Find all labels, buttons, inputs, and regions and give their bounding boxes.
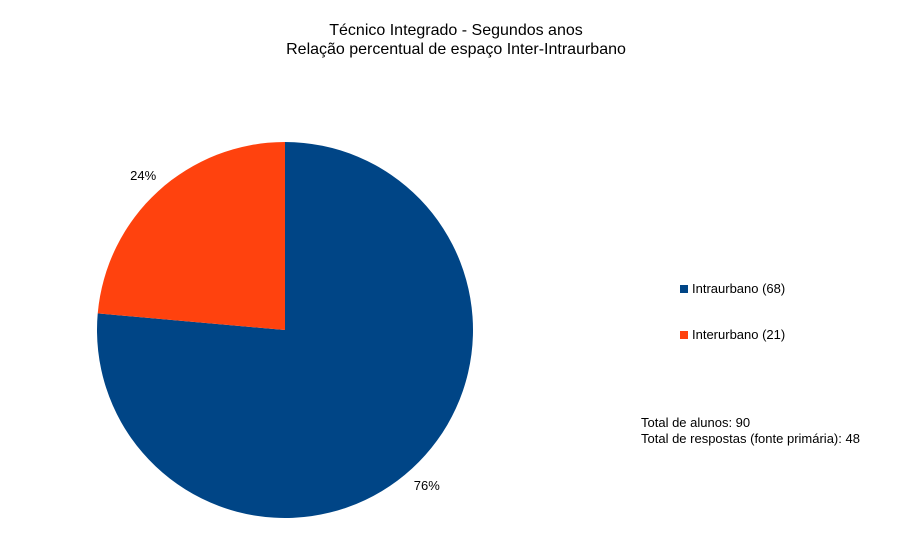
chart-subtitle: Relação percentual de espaço Inter-Intra…	[286, 41, 626, 58]
pie-data-label-0: 76%	[414, 478, 440, 493]
legend-swatch-intraurbano	[680, 284, 688, 293]
pie-data-label-1: 24%	[130, 168, 156, 183]
note-total-respostas: Total de respostas (fonte primária): 48	[641, 431, 860, 446]
note-total-alunos: Total de alunos: 90	[641, 415, 751, 430]
legend-item-interurbano: Interurbano (21)	[680, 327, 785, 342]
legend-swatch-interurbano	[680, 330, 688, 339]
pie-slice-1	[97, 142, 285, 330]
legend-label-intraurbano: Intraurbano (68)	[692, 281, 786, 296]
legend-item-intraurbano: Intraurbano (68)	[680, 281, 785, 296]
legend-label-interurbano: Interurbano (21)	[692, 327, 786, 342]
chart-title: Técnico Integrado - Segundos anos	[329, 22, 583, 39]
